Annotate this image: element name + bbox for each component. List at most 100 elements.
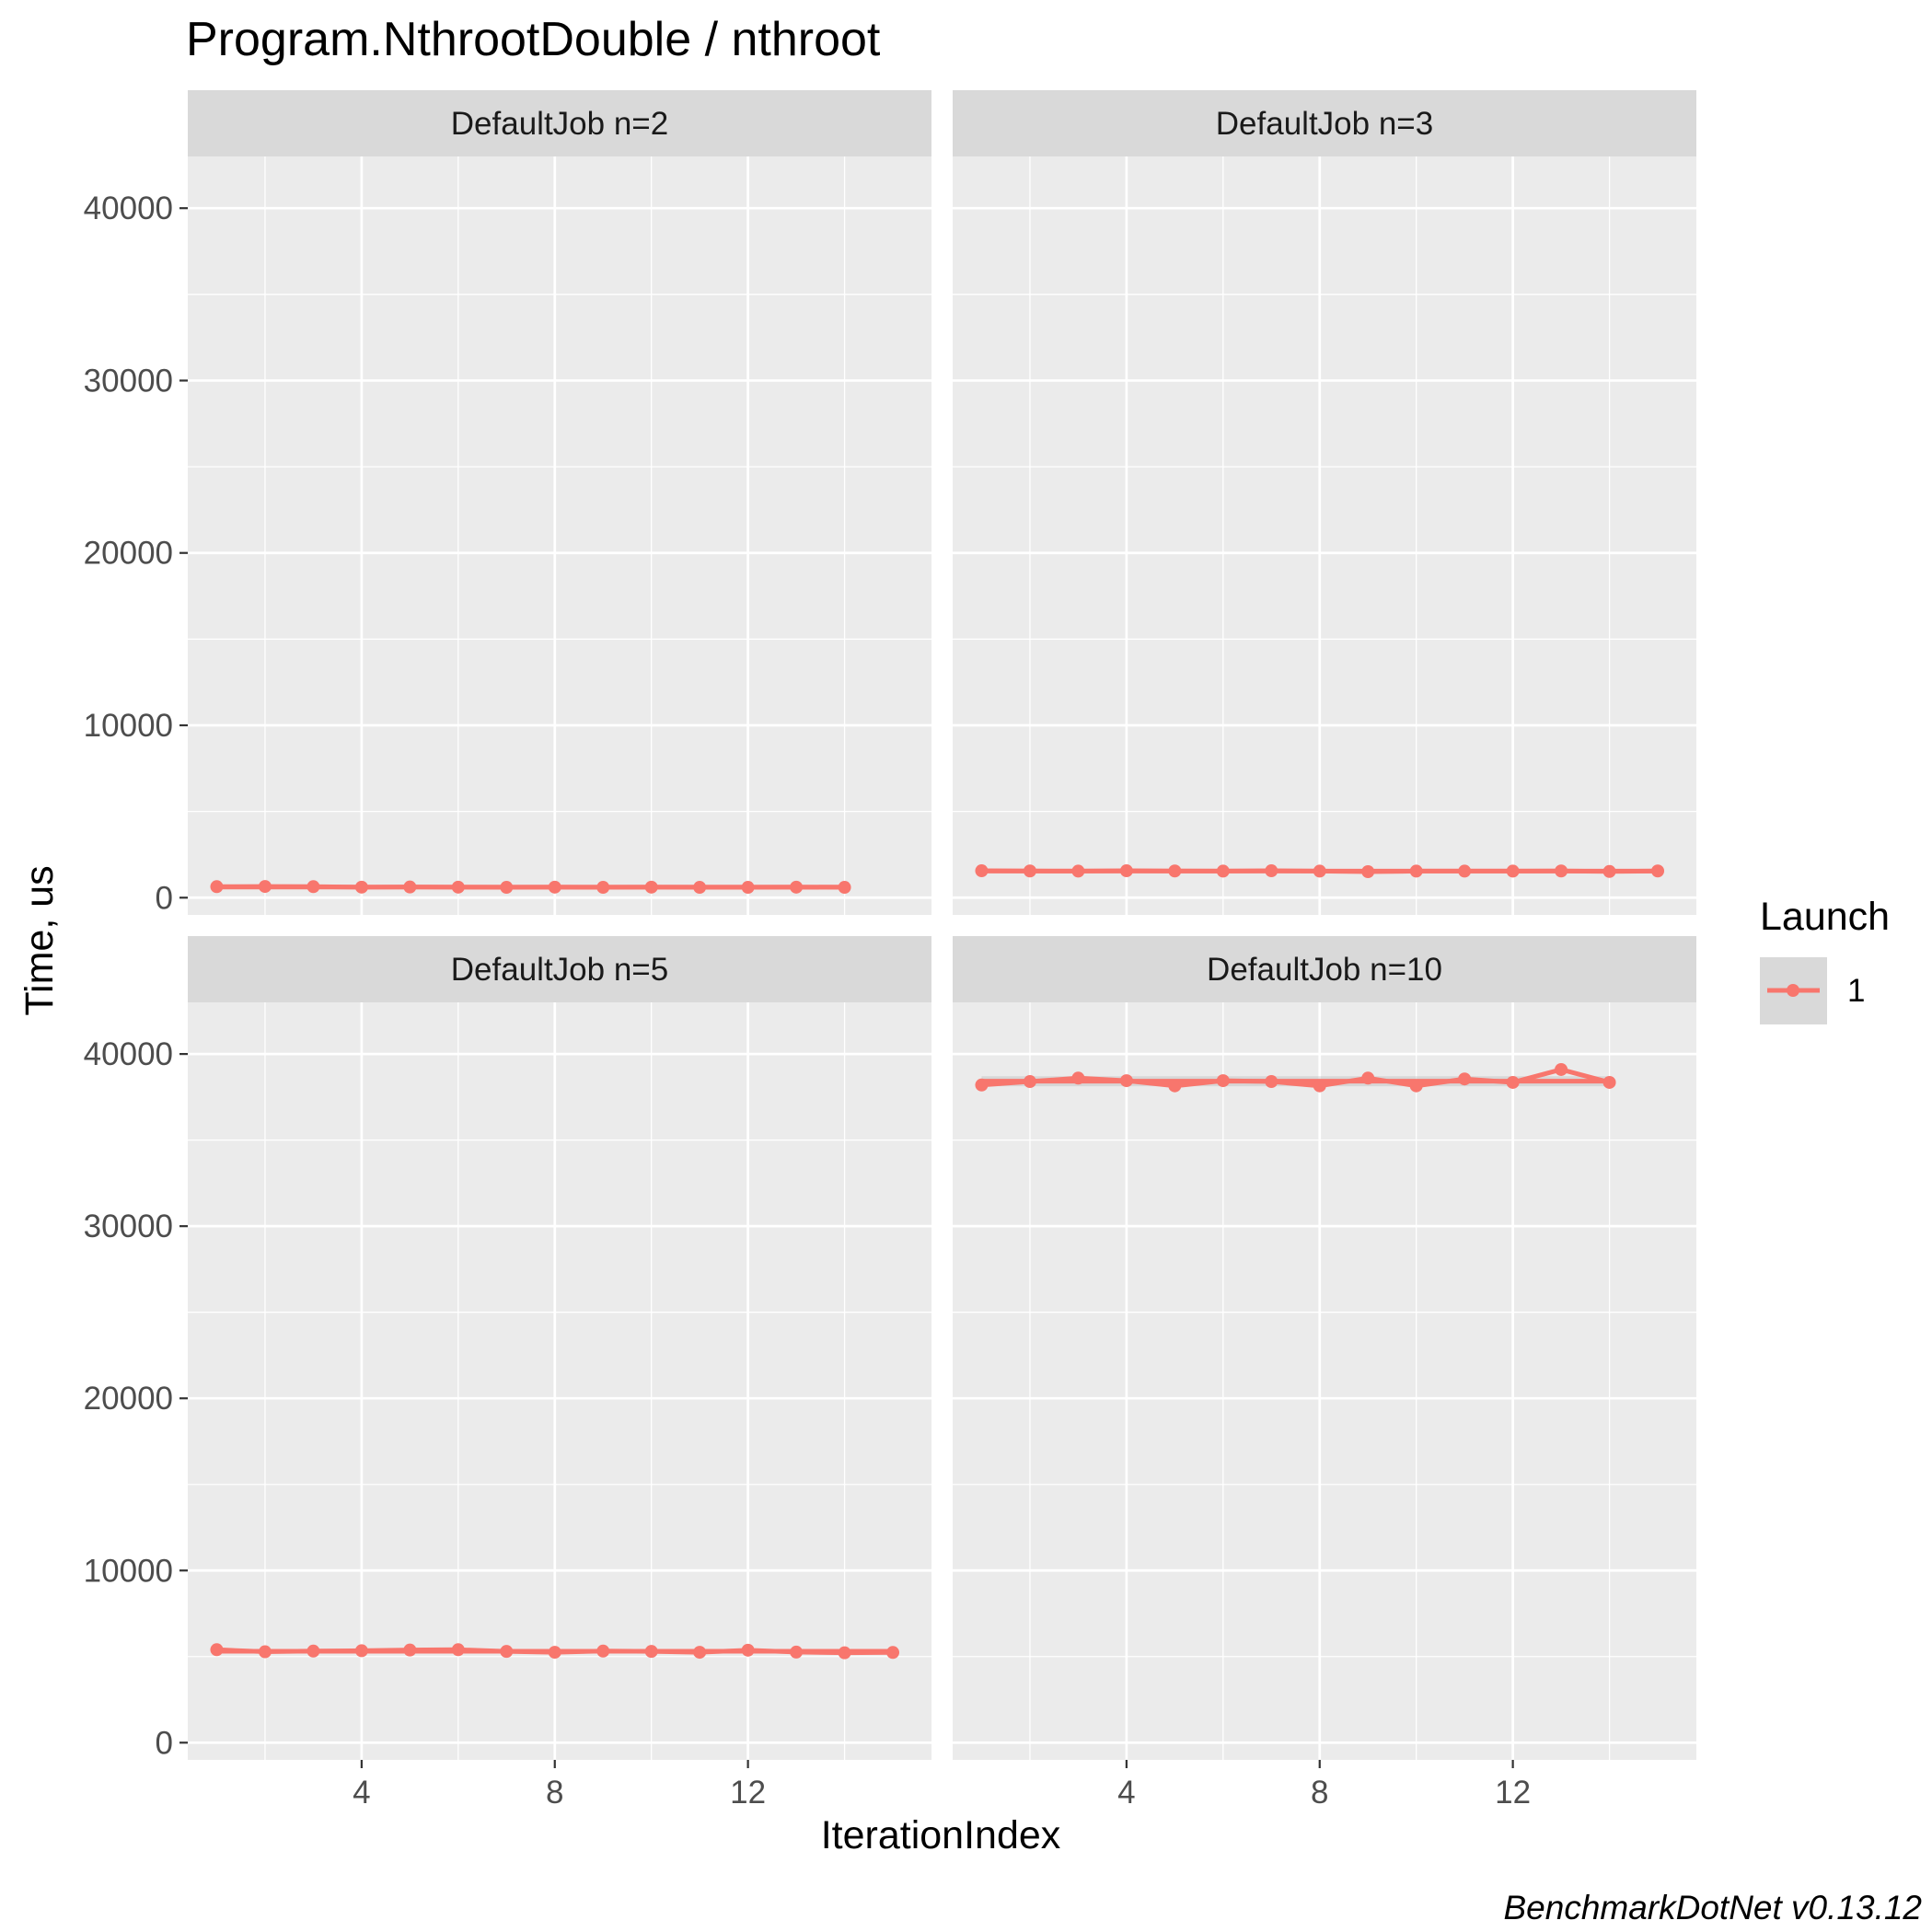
- caption: BenchmarkDotNet v0.13.12: [1503, 1889, 1922, 1926]
- facet-panel: DefaultJob n=3: [953, 90, 1696, 915]
- y-tick-label: 40000: [84, 191, 173, 226]
- x-tick-label: 8: [1311, 1775, 1328, 1811]
- data-point: [1313, 864, 1326, 878]
- data-point: [1506, 1075, 1520, 1089]
- data-point: [741, 1643, 755, 1657]
- data-point: [1458, 1072, 1472, 1086]
- panel-background: [953, 1002, 1696, 1760]
- facet-panel: DefaultJob n=2 0 10000 20000 30000 40000: [84, 90, 931, 916]
- y-tick-label: 20000: [84, 536, 173, 572]
- data-point: [1361, 1071, 1375, 1085]
- facet-panel: DefaultJob n=5 0 10000 20000 30000 40000 4 8 12: [84, 936, 931, 1811]
- data-point: [596, 1644, 610, 1658]
- data-point: [1168, 864, 1182, 878]
- facet-strip: [953, 90, 1696, 156]
- data-point: [790, 1645, 804, 1659]
- y-axis-title: Time, us: [17, 865, 62, 1015]
- y-tick-label: 0: [156, 1725, 173, 1761]
- x-tick-label: 4: [1117, 1775, 1135, 1811]
- facet-label: DefaultJob n=10: [1207, 952, 1442, 988]
- panel-background: [188, 1002, 931, 1760]
- data-point: [1602, 1075, 1616, 1089]
- data-point: [500, 881, 514, 895]
- data-point: [596, 881, 610, 895]
- facet-strip: [188, 936, 931, 1002]
- data-point: [1313, 1079, 1326, 1093]
- data-point: [693, 881, 707, 895]
- data-point: [1458, 864, 1472, 878]
- data-point: [790, 880, 804, 894]
- data-point: [354, 1644, 368, 1658]
- data-point: [644, 880, 658, 894]
- y-tick-label: 10000: [84, 1553, 173, 1589]
- data-point: [1506, 864, 1520, 878]
- data-point: [548, 880, 561, 894]
- x-tick-label: 12: [730, 1775, 766, 1811]
- data-point: [1651, 864, 1665, 878]
- facet-strip: [188, 90, 931, 156]
- facet-label: DefaultJob n=5: [451, 952, 668, 988]
- data-point: [307, 1644, 320, 1658]
- legend-label: 1: [1847, 973, 1865, 1009]
- data-point: [975, 864, 989, 878]
- facet-label: DefaultJob n=3: [1216, 106, 1433, 142]
- y-tick-label: 10000: [84, 708, 173, 744]
- data-point: [1216, 1074, 1230, 1088]
- legend: Launch 1: [1760, 895, 1890, 1024]
- data-point: [500, 1645, 514, 1659]
- x-axis-title: IterationIndex: [821, 1813, 1061, 1857]
- data-point: [354, 880, 368, 894]
- facet-panels: DefaultJob n=2010000200003000040000Defau…: [84, 90, 1696, 1811]
- data-point: [1265, 864, 1278, 878]
- data-point: [403, 880, 417, 894]
- data-point: [886, 1646, 900, 1660]
- panel-background: [953, 156, 1696, 915]
- data-point: [1361, 864, 1375, 878]
- data-point: [1119, 864, 1133, 878]
- data-point: [975, 1078, 989, 1092]
- data-point: [644, 1645, 658, 1659]
- data-point: [693, 1646, 707, 1660]
- x-tick-label: 4: [353, 1775, 370, 1811]
- legend-key: [1760, 957, 1827, 1024]
- panel-background: [188, 156, 931, 915]
- data-point: [838, 881, 851, 895]
- data-point: [548, 1646, 561, 1660]
- data-point: [258, 880, 272, 894]
- data-point: [741, 881, 755, 895]
- data-point: [1409, 864, 1423, 878]
- y-tick-label: 30000: [84, 363, 173, 399]
- data-point: [210, 880, 224, 894]
- legend-title: Launch: [1760, 895, 1890, 939]
- data-point: [258, 1645, 272, 1659]
- data-point: [210, 1643, 224, 1657]
- legend-key-point: [1787, 984, 1799, 997]
- x-tick-label: 12: [1495, 1775, 1531, 1811]
- data-point: [1216, 864, 1230, 878]
- data-point: [1023, 1075, 1036, 1089]
- facet-strip: [953, 936, 1696, 1002]
- data-point: [1119, 1074, 1133, 1088]
- chart-title: Program.NthrootDouble / nthroot: [186, 13, 881, 66]
- data-point: [451, 1643, 465, 1657]
- data-point: [1071, 864, 1085, 878]
- data-point: [1265, 1075, 1278, 1089]
- data-point: [403, 1643, 417, 1657]
- y-tick-label: 30000: [84, 1209, 173, 1244]
- data-point: [451, 880, 465, 894]
- data-point: [1602, 864, 1616, 878]
- data-point: [1409, 1079, 1423, 1093]
- data-point: [838, 1646, 851, 1660]
- data-point: [307, 880, 320, 894]
- data-point: [1555, 864, 1568, 878]
- x-tick-label: 8: [546, 1775, 563, 1811]
- facet-panel: DefaultJob n=10 4 8 12: [953, 936, 1696, 1811]
- data-point: [1168, 1079, 1182, 1093]
- y-tick-label: 0: [156, 880, 173, 916]
- y-tick-label: 20000: [84, 1381, 173, 1417]
- y-tick-label: 40000: [84, 1036, 173, 1072]
- facet-label: DefaultJob n=2: [451, 106, 668, 142]
- data-point: [1555, 1062, 1568, 1076]
- data-point: [1071, 1071, 1085, 1085]
